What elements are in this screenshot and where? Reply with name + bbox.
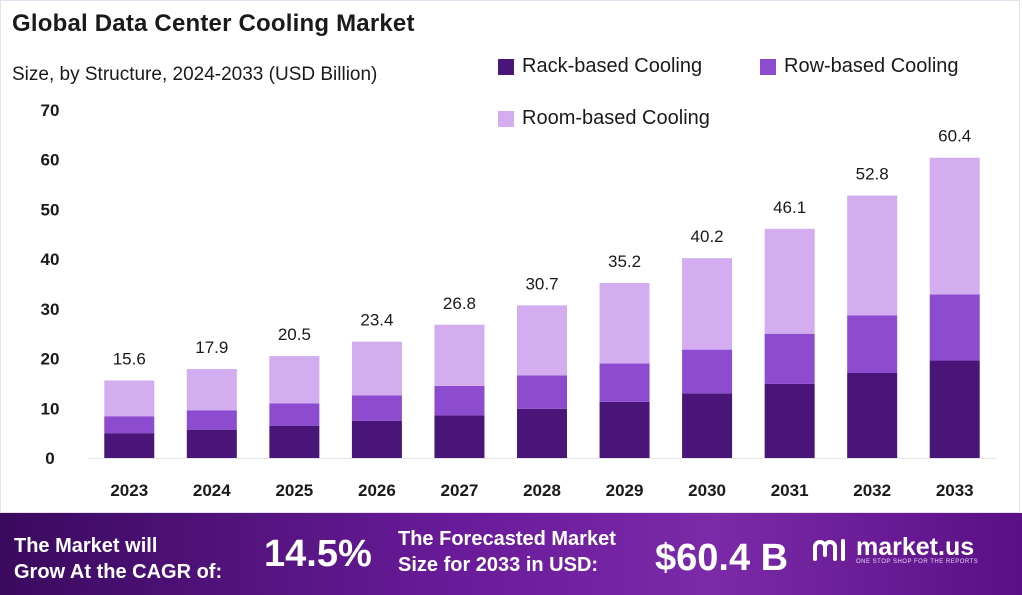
- bar-segment-row-based-cooling2027: [434, 385, 485, 416]
- bar-total-label: 26.8: [443, 294, 476, 313]
- bar-segment-rack-based-cooling2028: [517, 408, 567, 458]
- bar-segment-room-based-cooling2025: [269, 356, 320, 404]
- chart-title: Global Data Center Cooling Market: [12, 10, 415, 37]
- market-us-logo[interactable]: market.us ONE STOP SHOP FOR THE REPORTS: [812, 535, 978, 565]
- x-tick-label: 2025: [275, 481, 313, 500]
- bar-segment-row-based-cooling2023: [104, 416, 155, 434]
- bar-segment-rack-based-cooling2030: [682, 393, 733, 458]
- legend-label-row: Row-based Cooling: [784, 55, 959, 77]
- bar-segment-row-based-cooling2031: [764, 333, 815, 384]
- legend-item-room: Room-based Cooling: [498, 107, 710, 130]
- legend-swatch-room: [498, 110, 514, 127]
- footer-banner: The Market will Grow At the CAGR of: 14.…: [0, 513, 1022, 595]
- cagr-label-line1: The Market will: [14, 535, 158, 557]
- x-tick-label: 2023: [110, 481, 148, 500]
- forecast-label-line2: Size for 2033 in USD:: [398, 554, 599, 576]
- bar-segment-rack-based-cooling2033: [929, 360, 980, 458]
- x-tick-label: 2026: [358, 481, 396, 500]
- x-tick-label: 2031: [771, 481, 809, 500]
- x-tick-label: 2028: [523, 481, 561, 500]
- bar-segment-row-based-cooling2029: [599, 363, 650, 402]
- bar-segment-rack-based-cooling2023: [104, 433, 155, 458]
- x-tick-label: 2030: [688, 481, 726, 500]
- bar-segment-rack-based-cooling2025: [269, 425, 320, 458]
- bar-segment-room-based-cooling2024: [186, 369, 237, 411]
- cagr-label-line2: Grow At the CAGR of:: [14, 561, 223, 583]
- bar-segment-rack-based-cooling2029: [599, 401, 650, 458]
- bar-total-label: 30.7: [525, 274, 558, 293]
- bar-segment-row-based-cooling2026: [351, 395, 402, 421]
- bar-segment-rack-based-cooling2024: [186, 429, 237, 458]
- bar-segment-room-based-cooling2023: [104, 380, 155, 417]
- bar-segment-row-based-cooling2033: [929, 294, 980, 361]
- bar-total-label: 46.1: [773, 198, 806, 217]
- stacked-bar-chart: 01020304050607015.6202317.9202420.520252…: [41, 101, 996, 500]
- bar-segment-room-based-cooling2026: [351, 341, 402, 396]
- legend-swatch-row: [760, 58, 776, 75]
- bar-segment-row-based-cooling2025: [269, 403, 320, 426]
- y-tick-label: 40: [41, 250, 60, 269]
- brand-name: market.us: [856, 533, 975, 561]
- bar-segment-rack-based-cooling2032: [847, 372, 898, 458]
- bar-segment-room-based-cooling2027: [434, 324, 485, 386]
- y-tick-label: 50: [41, 200, 60, 219]
- bar-segment-rack-based-cooling2031: [764, 383, 815, 458]
- bar-segment-row-based-cooling2028: [517, 375, 567, 409]
- bar-segment-room-based-cooling2028: [517, 305, 567, 376]
- y-tick-label: 30: [41, 300, 60, 319]
- legend-label-room: Room-based Cooling: [522, 107, 710, 129]
- bar-total-label: 23.4: [360, 311, 393, 330]
- legend-label-rack: Rack-based Cooling: [522, 55, 703, 77]
- bar-total-label: 52.8: [856, 165, 889, 184]
- bar-segment-row-based-cooling2024: [186, 410, 237, 430]
- forecast-label: The Forecasted Market Size for 2033 in U…: [398, 526, 616, 578]
- bar-total-label: 60.4: [938, 127, 971, 146]
- bar-segment-rack-based-cooling2026: [351, 420, 402, 458]
- bar-segment-room-based-cooling2032: [847, 195, 898, 316]
- forecast-value: $60.4 B: [655, 537, 789, 579]
- bar-total-label: 40.2: [691, 227, 724, 246]
- bar-segment-room-based-cooling2031: [764, 228, 815, 334]
- y-tick-label: 20: [41, 350, 60, 369]
- brand-tagline: ONE STOP SHOP FOR THE REPORTS: [856, 559, 979, 565]
- bar-total-label: 35.2: [608, 252, 641, 271]
- bar-segment-room-based-cooling2030: [682, 258, 733, 350]
- bar-total-label: 20.5: [278, 325, 311, 344]
- bar-total-label: 15.6: [113, 349, 146, 368]
- y-tick-label: 70: [41, 101, 60, 120]
- bar-segment-room-based-cooling2033: [929, 157, 980, 295]
- chart-subtitle: Size, by Structure, 2024-2033 (USD Billi…: [12, 64, 378, 85]
- legend-swatch-rack: [498, 58, 514, 75]
- x-tick-label: 2029: [606, 481, 644, 500]
- y-tick-label: 60: [41, 151, 60, 170]
- cagr-label: The Market will Grow At the CAGR of:: [14, 533, 222, 585]
- bar-segment-rack-based-cooling2027: [434, 415, 485, 458]
- x-tick-label: 2032: [853, 481, 891, 500]
- y-tick-label: 10: [41, 399, 60, 418]
- market-us-logo-icon: [813, 539, 845, 561]
- bar-segment-row-based-cooling2032: [847, 315, 898, 373]
- x-tick-label: 2024: [193, 481, 231, 500]
- bar-total-label: 17.9: [195, 338, 228, 357]
- bar-segment-room-based-cooling2029: [599, 283, 650, 364]
- x-tick-label: 2027: [441, 481, 479, 500]
- cagr-value: 14.5%: [264, 533, 372, 575]
- forecast-label-line1: The Forecasted Market: [398, 528, 616, 550]
- bar-segment-row-based-cooling2030: [682, 349, 733, 394]
- legend-item-rack: Rack-based Cooling: [498, 55, 702, 78]
- y-tick-label: 0: [45, 449, 54, 468]
- legend-item-row: Row-based Cooling: [760, 55, 959, 78]
- x-tick-label: 2033: [936, 481, 974, 500]
